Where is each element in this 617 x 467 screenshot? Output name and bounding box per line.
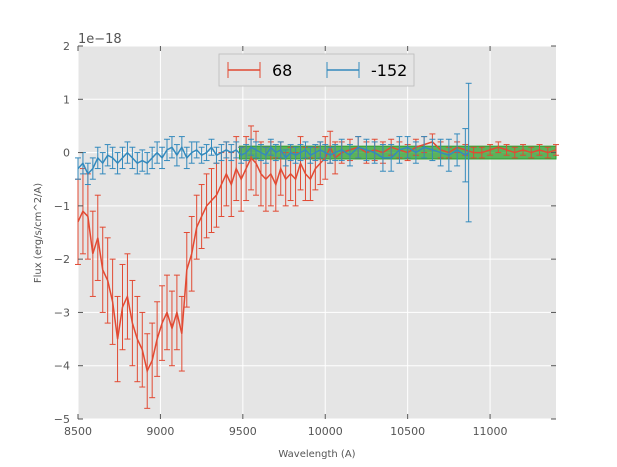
x-tick-label: 8500 — [64, 425, 92, 438]
legend-handle-68 — [227, 62, 261, 78]
series-line — [77, 145, 470, 176]
legend-label-m152: -152 — [371, 61, 407, 80]
legend-label-68: 68 — [272, 61, 292, 80]
y-tick-label: −1 — [54, 200, 70, 213]
x-tick-label: 9500 — [229, 425, 257, 438]
axis-ticks — [77, 45, 556, 420]
series-m152 — [75, 82, 472, 223]
y-tick-label: −4 — [54, 360, 70, 373]
series-line — [77, 141, 557, 374]
legend-entry-68: 68 — [227, 61, 292, 80]
y-tick-label: −2 — [54, 253, 70, 266]
y-offset-label: 1e−18 — [78, 32, 122, 47]
legend: 68 -152 — [218, 53, 415, 87]
x-tick-label: 11000 — [473, 425, 508, 438]
x-tick-label: 10000 — [308, 425, 343, 438]
y-tick-label: −3 — [54, 306, 70, 319]
x-axis-label: Wavelength (A) — [278, 449, 355, 460]
y-tick-label: 2 — [63, 40, 70, 53]
grid — [77, 45, 556, 420]
series-layer — [75, 82, 559, 409]
axis-tick-labels: 8500 9000 9500 10000 10500 11000 −5 −4 −3 −2 −1 0 1 2 — [54, 40, 508, 438]
legend-entry-m152: -152 — [326, 61, 407, 80]
plot-background — [78, 46, 556, 419]
x-tick-label: 9000 — [146, 425, 174, 438]
y-tick-label: 0 — [63, 147, 70, 160]
y-tick-label: −5 — [54, 413, 70, 426]
y-axis-label: Flux (erg/s/cm^2/A) — [33, 183, 44, 283]
y-tick-label: 1 — [63, 93, 70, 106]
legend-handle-m152 — [326, 62, 360, 78]
x-tick-label: 10500 — [390, 425, 425, 438]
